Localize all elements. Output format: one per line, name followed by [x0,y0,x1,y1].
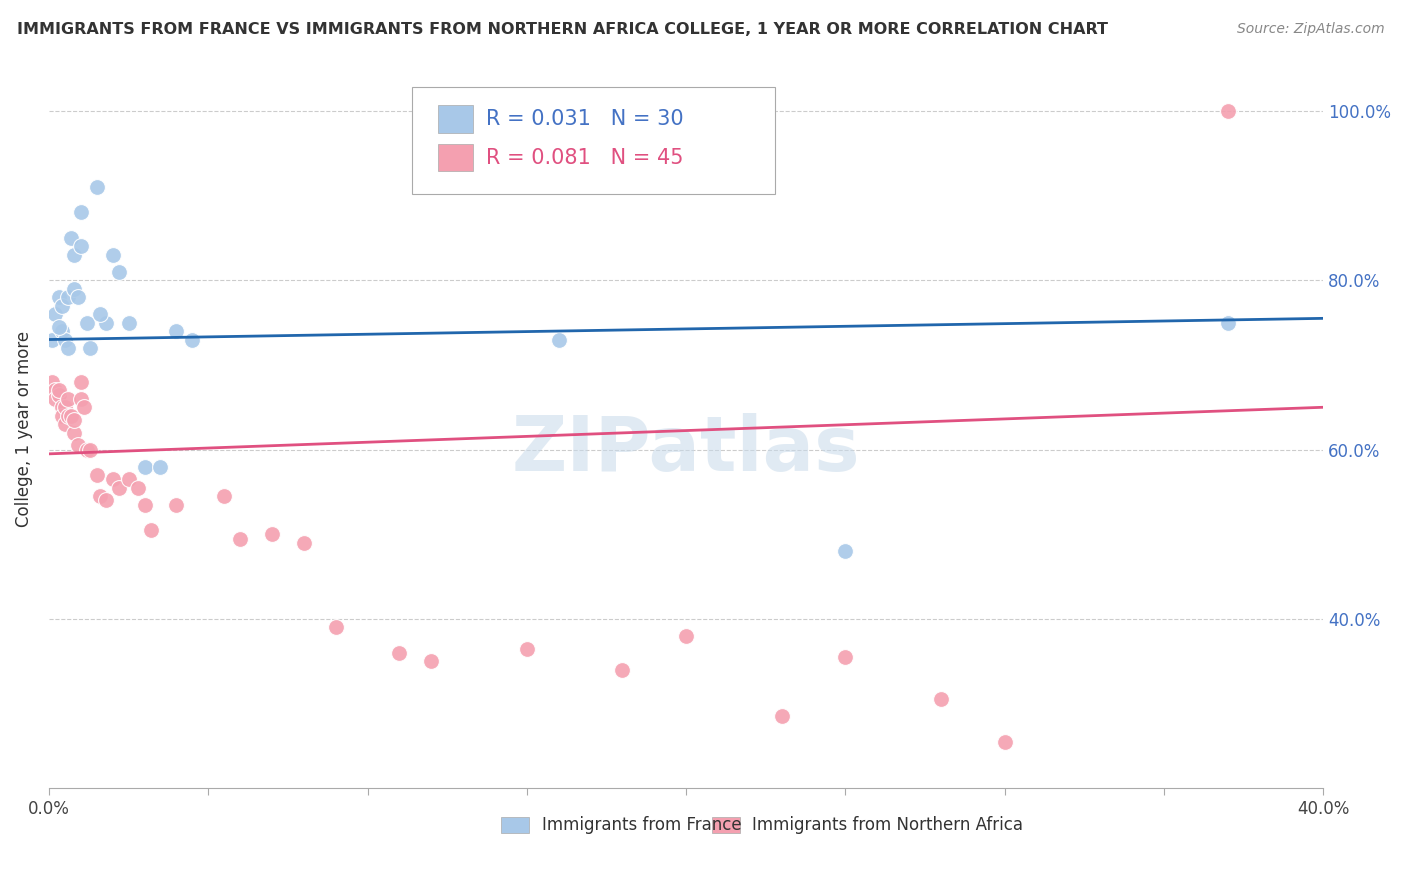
Point [56,409,79,423]
Point [69,375,91,389]
Point [108,481,131,495]
FancyBboxPatch shape [437,145,474,171]
Point [48,384,70,398]
Text: Source: ZipAtlas.com: Source: ZipAtlas.com [1237,22,1385,37]
Y-axis label: College, 1 year or more: College, 1 year or more [15,330,32,526]
Point [63,413,86,427]
Point [612,663,634,677]
Point [675,629,697,643]
Point [51,324,73,338]
Point [929,692,952,706]
Text: ZIPatlas: ZIPatlas [512,413,860,487]
FancyBboxPatch shape [502,817,529,833]
Point [1216,103,1239,118]
Point [96,316,118,330]
FancyBboxPatch shape [412,87,775,194]
Point [165,498,187,512]
Point [101,248,124,262]
Point [89,307,111,321]
Point [53,401,76,415]
Point [101,472,124,486]
Point [516,641,538,656]
Point [44,307,66,321]
Point [69,205,91,219]
Point [108,265,131,279]
Point [48,290,70,304]
Point [44,384,66,398]
Point [63,282,86,296]
Point [66,290,89,304]
Point [834,650,856,665]
Text: R = 0.031   N = 30: R = 0.031 N = 30 [486,109,683,129]
Point [63,425,86,440]
Point [60,231,83,245]
Point [1216,316,1239,330]
Point [96,493,118,508]
Text: Immigrants from Northern Africa: Immigrants from Northern Africa [752,816,1024,834]
Point [86,180,108,194]
Point [76,442,98,457]
Point [834,544,856,558]
Point [56,392,79,406]
FancyBboxPatch shape [437,105,474,133]
Point [51,299,73,313]
Point [994,735,1017,749]
Point [134,459,156,474]
Point [139,523,162,537]
Point [69,392,91,406]
Point [770,709,793,723]
Point [420,654,443,668]
Text: R = 0.081   N = 45: R = 0.081 N = 45 [486,148,683,168]
Point [56,341,79,355]
Point [53,333,76,347]
Point [73,401,96,415]
Point [66,438,89,452]
Point [165,324,187,338]
Point [60,409,83,423]
Point [86,468,108,483]
Text: IMMIGRANTS FROM FRANCE VS IMMIGRANTS FROM NORTHERN AFRICA COLLEGE, 1 YEAR OR MOR: IMMIGRANTS FROM FRANCE VS IMMIGRANTS FRO… [17,22,1108,37]
Point [79,341,101,355]
Point [388,646,411,660]
Point [41,375,63,389]
Point [89,489,111,503]
Point [149,459,172,474]
Point [117,316,139,330]
Point [63,248,86,262]
Point [76,316,98,330]
Point [56,290,79,304]
Point [79,442,101,457]
Point [181,333,204,347]
Point [44,392,66,406]
Point [117,472,139,486]
Point [547,333,569,347]
Point [48,319,70,334]
Point [53,417,76,432]
Text: Immigrants from France: Immigrants from France [543,816,742,834]
Point [41,333,63,347]
Point [260,527,283,541]
FancyBboxPatch shape [711,817,740,833]
Point [212,489,235,503]
Point [229,532,252,546]
Point [325,620,347,634]
Point [69,239,91,253]
Point [48,387,70,401]
Point [51,409,73,423]
Point [292,535,315,549]
Point [127,481,149,495]
Point [134,498,156,512]
Point [51,401,73,415]
